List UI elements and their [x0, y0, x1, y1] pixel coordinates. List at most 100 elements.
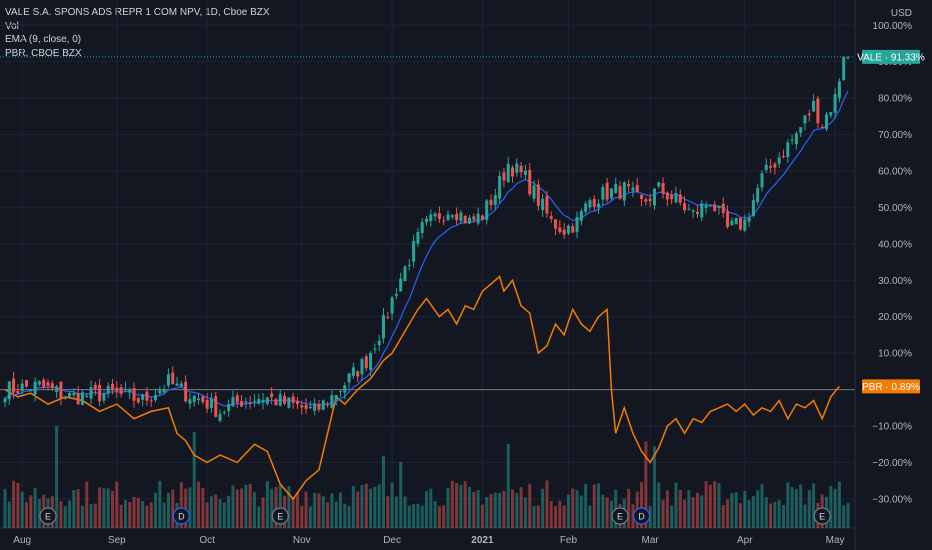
volume-bar: [24, 502, 29, 528]
volume-bar: [295, 492, 299, 528]
candle-down: [386, 316, 390, 318]
candle-down: [16, 390, 20, 394]
candle-up: [498, 175, 502, 199]
event-marker-label: D: [638, 512, 645, 522]
candle-up: [257, 398, 261, 404]
volume-bar: [541, 488, 545, 528]
candle-up: [412, 241, 416, 262]
candle-up: [265, 397, 269, 404]
volume-bar: [3, 488, 7, 528]
candle-up: [764, 164, 768, 170]
volume-bars: [3, 426, 850, 528]
volume-bar: [446, 488, 450, 528]
volume-bar: [571, 488, 575, 528]
y-tick-label: 100.00%: [873, 21, 913, 32]
dividend-marker: [172, 507, 190, 525]
candle-down: [519, 165, 523, 173]
candle-down: [171, 372, 175, 384]
event-marker-label: E: [819, 512, 825, 522]
volume-bar: [390, 482, 394, 528]
candle-down: [291, 396, 295, 403]
volume-bar: [721, 505, 725, 528]
candle-up: [575, 217, 579, 232]
candle-down: [726, 211, 730, 227]
candle-up: [446, 214, 450, 220]
volume-bar: [773, 501, 777, 528]
volume-bar: [149, 502, 153, 528]
volume-bar: [485, 496, 489, 528]
volume-bar: [713, 481, 717, 528]
candle-down: [201, 396, 205, 402]
volume-bar: [777, 500, 781, 528]
candle-up: [308, 406, 312, 408]
volume-bar: [781, 505, 785, 528]
volume-bar: [145, 505, 149, 528]
volume-bar: [648, 505, 652, 528]
volume-bar: [154, 492, 158, 528]
volume-bar: [833, 488, 837, 528]
volume-bar: [111, 491, 115, 528]
volume-bar: [343, 503, 347, 528]
candle-up: [584, 203, 588, 212]
volume-bar: [489, 493, 493, 528]
candle-up: [794, 133, 798, 145]
candle-down: [184, 381, 188, 402]
volume-bar: [235, 489, 239, 528]
candle-up: [287, 397, 291, 408]
candle-down: [807, 113, 811, 116]
candle-up: [321, 400, 325, 410]
candle-up: [313, 403, 317, 411]
volume-bar: [842, 505, 846, 528]
candle-down: [149, 400, 153, 402]
candle-up: [80, 392, 84, 406]
candle-down: [240, 400, 244, 407]
candle-down: [132, 388, 136, 401]
candle-up: [803, 115, 807, 124]
candle-up: [37, 381, 41, 385]
candle-up: [106, 385, 110, 394]
volume-bar: [743, 491, 747, 528]
candle-up: [128, 389, 132, 393]
candle-up: [515, 163, 519, 173]
candle-up: [777, 157, 781, 164]
volume-bar: [227, 495, 231, 528]
volume-bar: [549, 501, 553, 528]
candle-up: [541, 198, 545, 210]
last-value-tag: [862, 379, 920, 394]
candle-down: [326, 404, 330, 406]
y-tick-label: 80.00%: [878, 94, 912, 105]
currency-label[interactable]: USD: [891, 8, 912, 19]
volume-bar: [687, 490, 691, 528]
candle-down: [536, 184, 540, 206]
candle-down: [119, 387, 123, 394]
candle-up: [468, 217, 472, 224]
candle-up: [829, 112, 833, 116]
candle-down: [480, 215, 484, 220]
volume-bar: [437, 506, 441, 528]
candle-up: [158, 389, 162, 394]
volume-bar: [274, 486, 278, 528]
dividend-marker: [632, 507, 651, 525]
candle-down: [317, 404, 321, 410]
volume-bar: [670, 505, 674, 528]
x-tick-label: Nov: [293, 535, 311, 546]
candle-up: [89, 387, 93, 399]
volume-bar: [803, 504, 807, 528]
volume-bar: [812, 483, 816, 528]
volume-bar: [136, 497, 140, 528]
volume-bar: [89, 504, 93, 528]
candle-up: [717, 205, 721, 208]
legend-volume[interactable]: Vol: [5, 20, 19, 32]
candle-down: [274, 399, 278, 406]
time-axis[interactable]: Aug Sep Oct Nov Dec 2021 Feb Mar Apr May: [13, 535, 844, 546]
earnings-marker: [271, 507, 289, 525]
legend-ema[interactable]: EMA (9, close, 0): [5, 34, 82, 45]
volume-bar: [244, 484, 248, 528]
volume-bar: [420, 505, 424, 528]
last-value-text: PBR · 0.89%: [862, 382, 920, 393]
price-axis[interactable]: 100.00%90.00%80.00%70.00%60.00%50.00%40.…: [872, 21, 912, 506]
candle-up: [334, 395, 338, 400]
legend-symbol-title[interactable]: VALE S.A. SPONS ADS REPR 1 COM NPV, 1D, …: [5, 7, 270, 18]
legend-compare-pbr[interactable]: PBR, CBOE BZX: [5, 47, 82, 59]
